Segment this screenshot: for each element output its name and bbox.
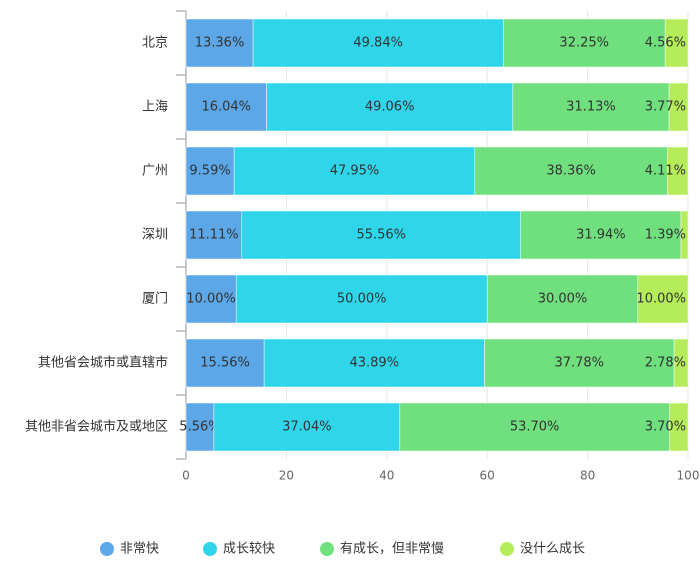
y-tick-label: 北京 (142, 36, 168, 51)
bar-segment (233, 146, 476, 196)
x-tick-label: 100 (677, 469, 700, 483)
bar-segment (680, 210, 689, 260)
data-label: 15.56% (200, 356, 250, 371)
data-label: 47.95% (330, 164, 380, 179)
bar-segment (637, 274, 689, 324)
bar-segment (667, 146, 689, 196)
legend-marker (320, 542, 334, 556)
x-tick-label: 0 (182, 469, 190, 483)
bar-segment (185, 338, 265, 388)
legend-label: 非常快 (120, 542, 159, 557)
data-label: 49.06% (365, 100, 415, 115)
data-label: 11.11% (189, 228, 239, 243)
data-label: 37.04% (282, 420, 332, 435)
bar-segment (520, 210, 682, 260)
y-tick-label: 厦门 (142, 292, 168, 307)
bar-segment (668, 82, 689, 132)
data-label: 3.77% (645, 100, 686, 115)
data-label: 3.70% (645, 420, 686, 435)
data-label: 5.56% (179, 420, 220, 435)
data-label: 9.59% (189, 164, 230, 179)
y-tick-label: 深圳 (142, 228, 168, 243)
y-tick-label: 其他省会城市或直辖市 (38, 355, 168, 371)
data-label: 10.00% (636, 292, 686, 307)
x-tick-label: 60 (480, 469, 495, 483)
x-tick-label: 40 (379, 469, 394, 483)
data-label: 16.04% (201, 100, 251, 115)
x-tick-label: 20 (279, 469, 294, 483)
data-label: 37.78% (554, 356, 604, 371)
bar-segment (512, 82, 670, 132)
legend-label: 没什么成长 (520, 542, 585, 557)
data-label: 30.00% (538, 292, 588, 307)
bar-segment (235, 274, 488, 324)
legend-marker (203, 542, 217, 556)
y-tick-label: 广州 (142, 164, 168, 179)
data-label: 1.39% (645, 228, 686, 243)
y-tick-label: 其他非省会城市及或地区 (25, 419, 168, 435)
data-label: 38.36% (546, 164, 596, 179)
bar-segment (185, 18, 254, 68)
bar-segment (263, 338, 485, 388)
legend-marker (500, 542, 514, 556)
data-label: 2.78% (645, 356, 686, 371)
bar-segment (241, 210, 521, 260)
bar-segment (474, 146, 668, 196)
legend-label: 成长较快 (223, 542, 275, 557)
data-label: 13.36% (195, 36, 245, 51)
y-tick-label: 上海 (142, 100, 168, 115)
data-label: 43.89% (349, 356, 399, 371)
data-label: 50.00% (337, 292, 387, 307)
x-tick-label: 80 (580, 469, 595, 483)
data-label: 10.00% (186, 292, 236, 307)
legend-label: 有成长，但非常慢 (340, 541, 444, 557)
bar-segment (399, 402, 670, 452)
bar-segment (503, 18, 666, 68)
data-label: 4.11% (645, 164, 686, 179)
bar-segment (213, 402, 401, 452)
data-label: 31.13% (566, 100, 616, 115)
data-label: 49.84% (353, 36, 403, 51)
bar-segment (486, 274, 639, 324)
bar-segment (673, 338, 689, 388)
bar-segment (664, 18, 689, 68)
data-label: 55.56% (356, 228, 406, 243)
data-label: 53.70% (510, 420, 560, 435)
bar-segment (185, 82, 267, 132)
data-label: 32.25% (559, 36, 609, 51)
bar-segment (669, 402, 689, 452)
bar-segment (185, 274, 237, 324)
legend-marker (100, 542, 114, 556)
data-label: 4.56% (645, 36, 686, 51)
bar-segment (185, 210, 243, 260)
data-label: 31.94% (576, 228, 626, 243)
bar-segment (484, 338, 675, 388)
bar-segment (185, 402, 215, 452)
